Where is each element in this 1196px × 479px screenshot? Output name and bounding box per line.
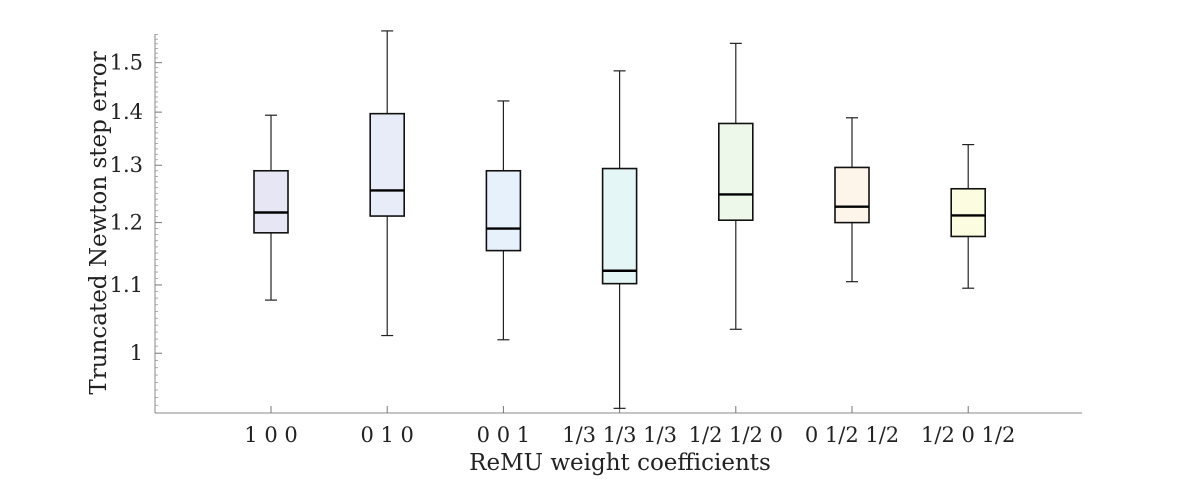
y-tick-label: 1.1 bbox=[110, 273, 143, 297]
tick-labels: 1 1.1 1.2 1.3 1.4 1.5 1 0 0 0 1 0 0 0 1 1/3 1/3 1… bbox=[110, 51, 1016, 447]
y-tick-label: 1.3 bbox=[110, 153, 143, 177]
box-1 bbox=[253, 114, 289, 301]
x-tick-label: 1/3 1/3 1/3 bbox=[562, 423, 677, 447]
box-6 bbox=[834, 117, 870, 283]
iqr-box bbox=[717, 122, 754, 222]
box-2 bbox=[369, 30, 406, 337]
x-axis-title: ReMU weight coefficients bbox=[469, 450, 771, 476]
box-5 bbox=[717, 42, 754, 330]
box-3 bbox=[485, 100, 522, 341]
iqr-box bbox=[834, 166, 870, 224]
x-tick-label: 0 1 0 bbox=[360, 423, 413, 447]
axes bbox=[154, 34, 1082, 414]
x-tick-label: 1 0 0 bbox=[244, 423, 297, 447]
iqr-box bbox=[369, 112, 406, 217]
boxes bbox=[253, 30, 987, 409]
iqr-box bbox=[950, 187, 987, 238]
iqr-box bbox=[485, 169, 522, 252]
box-7 bbox=[950, 143, 987, 289]
y-tick-label: 1.2 bbox=[110, 211, 143, 235]
iqr-box bbox=[253, 169, 289, 234]
y-tick-label: 1.5 bbox=[110, 51, 143, 75]
y-tick-label: 1.4 bbox=[110, 100, 143, 124]
box-4 bbox=[601, 70, 638, 409]
y-axis-title: Truncated Newton step error bbox=[86, 51, 112, 394]
x-tick-label: 0 0 1 bbox=[477, 423, 530, 447]
iqr-box bbox=[601, 167, 638, 285]
x-tick-label: 0 1/2 1/2 bbox=[805, 423, 899, 447]
y-tick-label: 1 bbox=[130, 341, 143, 365]
x-tick-label: 1/2 0 1/2 bbox=[921, 423, 1015, 447]
x-tick-label: 1/2 1/2 0 bbox=[689, 423, 783, 447]
